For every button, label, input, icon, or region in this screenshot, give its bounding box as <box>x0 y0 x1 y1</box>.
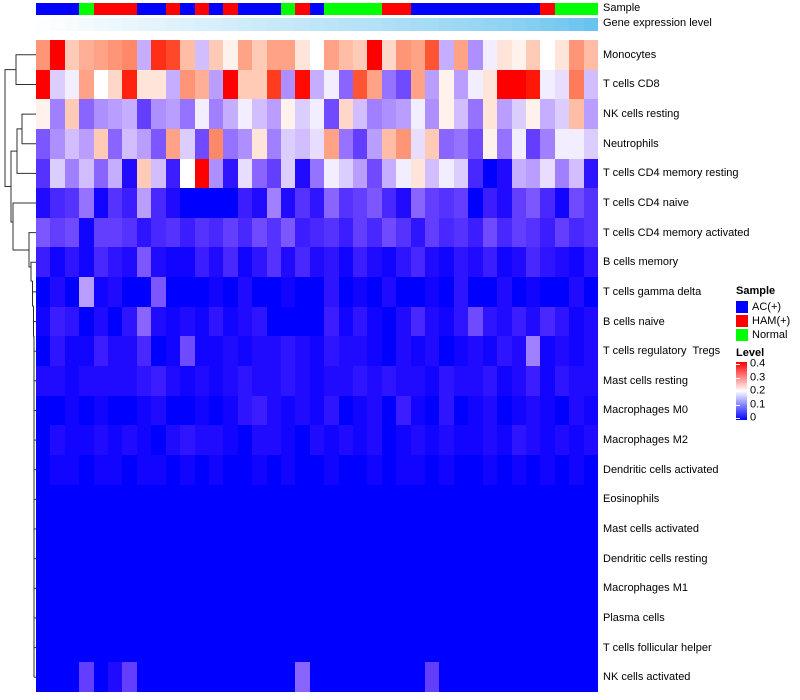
row-label: Macrophages M0 <box>603 404 688 417</box>
heatmap-grid <box>36 40 598 692</box>
row-label: T cells CD4 naive <box>603 197 689 209</box>
row-label: Neutrophils <box>603 137 659 150</box>
level-gradient-bar <box>736 362 747 420</box>
level-tick-label: 0.3 <box>750 371 766 383</box>
row-label: T cells CD8 <box>603 78 660 91</box>
row-labels: Monocytes T cells CD8 NK cells resting Neut… <box>603 40 798 692</box>
legend-item: AC(+) <box>736 300 800 314</box>
level-tick-label: 0 <box>750 411 757 424</box>
row-label: T cells CD4 memory activated <box>603 226 750 239</box>
row-label: Mast cells resting <box>603 374 688 387</box>
row-label: Plasma cells <box>603 611 665 624</box>
level-tick-mark <box>736 364 740 365</box>
level-tick-mark <box>736 377 740 379</box>
legend-item: HAM(+) <box>736 314 800 328</box>
gene-expression-annotation-label: Gene expression level <box>603 17 712 29</box>
level-legend: 0.4 0.3 0.2 0.1 0 <box>736 357 800 424</box>
row-label: T cells gamma delta <box>603 285 702 298</box>
row-label: T cells follicular helper <box>603 641 712 654</box>
legend-swatch <box>736 301 748 313</box>
row-label: Macrophages M2 <box>603 434 688 447</box>
row-label: NK cells activated <box>603 671 691 684</box>
row-label: Monocytes <box>603 48 657 61</box>
row-label: B cells memory <box>603 256 679 269</box>
row-label: B cells naive <box>603 315 665 328</box>
legend-swatch <box>736 329 748 341</box>
sample-legend-title: Sample <box>736 285 776 297</box>
legend-item: Normal <box>736 328 800 342</box>
level-tick-mark <box>736 418 740 419</box>
level-tick-label: 0.2 <box>750 384 766 397</box>
level-tick-mark <box>736 391 740 392</box>
legend-item-label: HAM(+) <box>752 315 791 327</box>
row-label: Dendritic cells activated <box>603 463 719 476</box>
gene-expression-annotation-bar <box>36 18 598 31</box>
legend-swatch <box>736 315 748 327</box>
legend-item-label: Normal <box>752 329 788 341</box>
sample-annotation-label: Sample <box>603 2 641 14</box>
row-label: T cells CD4 memory resting <box>603 167 739 180</box>
row-label: Eosinophils <box>603 493 660 506</box>
row-label: Dendritic cells resting <box>603 552 708 565</box>
level-legend-title: Level <box>736 347 765 359</box>
legend-item-label: AC(+) <box>752 301 782 313</box>
row-dendrogram <box>4 54 36 678</box>
level-tick-label: 0.4 <box>750 357 766 370</box>
row-label: NK cells resting <box>603 108 680 121</box>
sample-legend-items: AC(+) HAM(+) Normal <box>736 300 800 342</box>
row-label: Macrophages M1 <box>603 582 688 595</box>
level-tick-label: 0.1 <box>750 398 766 410</box>
level-tick-mark <box>736 404 740 406</box>
row-label: Mast cells activated <box>603 523 699 535</box>
sample-annotation-bar <box>36 3 598 15</box>
legend: Sample AC(+) HAM(+) Normal Level 0.4 0.3 0.2… <box>736 285 800 424</box>
row-label: T cells regulatory Tregs <box>603 345 721 358</box>
